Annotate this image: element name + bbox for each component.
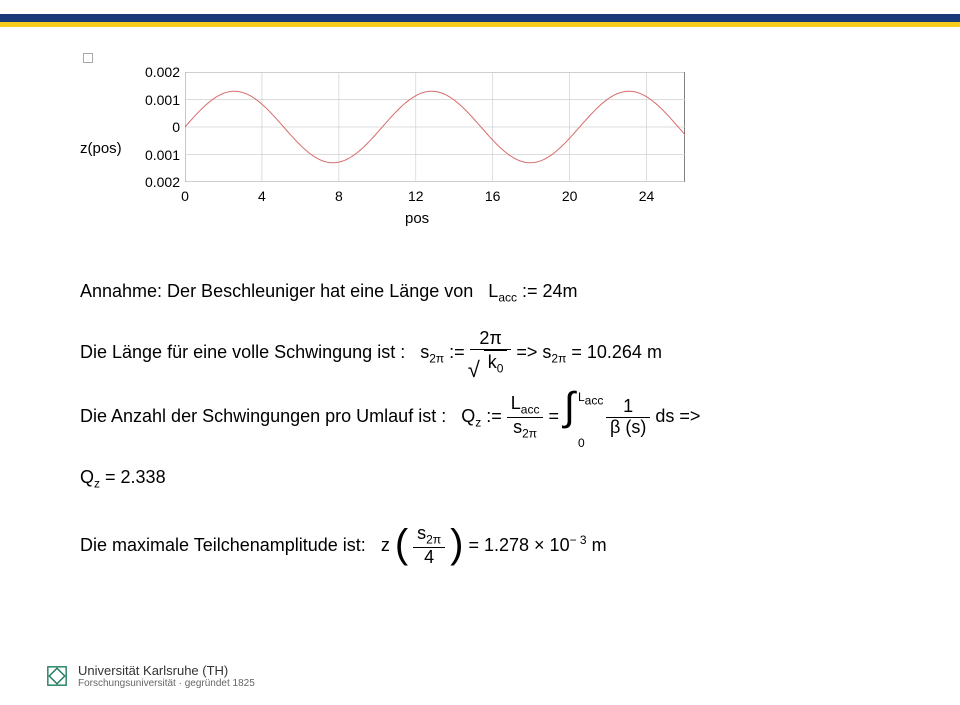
x-tick-label: 8 — [324, 188, 354, 204]
integral-upper: Lacc — [578, 383, 603, 415]
header-yellow-bar — [0, 22, 960, 27]
integral: ∫ Lacc 0 1 β (s) — [564, 395, 650, 438]
integral-lower: 0 — [578, 429, 585, 458]
max-z: z — [381, 535, 390, 555]
x-tick-label: 16 — [478, 188, 508, 204]
y-axis-label: z(pos) — [80, 140, 122, 157]
max-text: Die maximale Teilchenamplitude ist: — [80, 535, 366, 555]
max-frac-den: 4 — [413, 548, 445, 568]
s2pi-rhs-sub: 2π — [551, 352, 566, 366]
x-tick-label: 20 — [555, 188, 585, 204]
checkbox-glyph — [83, 53, 93, 63]
lacc-eq: := 24m — [517, 281, 578, 301]
footer-line1: Universität Karlsruhe (TH) — [78, 664, 255, 678]
lacc-sub: acc — [498, 291, 517, 305]
laenge-text: Die Länge für eine volle Schwingung ist … — [80, 342, 405, 362]
max-frac: s2π 4 — [413, 524, 445, 568]
s2pi-arrow: => — [516, 342, 542, 362]
y-tick-label: 0.002 — [145, 64, 180, 80]
paren-open: ( — [395, 524, 408, 564]
line-annahme: Annahme: Der Beschleuniger hat eine Läng… — [80, 270, 900, 313]
s2pi-frac-den: k0 — [470, 350, 512, 378]
line-anzahl: Die Anzahl der Schwingungen pro Umlauf i… — [80, 394, 900, 441]
y-tick-label: 0.001 — [145, 92, 180, 108]
qz-val-eq: = 2.338 — [100, 467, 166, 487]
footer-text: Universität Karlsruhe (TH) Forschungsuni… — [78, 664, 255, 689]
annahme-text: Annahme: Der Beschleuniger hat eine Läng… — [80, 281, 473, 301]
content-area: z(pos) 0.0020.00100.0010.002 04812162024… — [80, 70, 900, 584]
max-frac-num: s2π — [413, 524, 445, 548]
y-tick-label: 0 — [172, 119, 180, 135]
max-exp: − 3 — [570, 533, 587, 547]
y-tick-label: 0.001 — [145, 147, 180, 163]
s2pi-rhs-eq: = 10.264 m — [566, 342, 662, 362]
university-logo-icon — [46, 665, 68, 687]
x-axis-label: pos — [405, 210, 429, 227]
qz-val-sym: Q — [80, 467, 94, 487]
qz-assign: := — [481, 406, 507, 426]
header-blue-bar — [0, 14, 960, 22]
sine-chart — [185, 72, 685, 182]
line-laenge: Die Länge für eine volle Schwingung ist … — [80, 329, 900, 378]
footer-line2: Forschungsuniversität · gegründet 1825 — [78, 678, 255, 689]
x-tick-label: 4 — [247, 188, 277, 204]
equations-block: Annahme: Der Beschleuniger hat eine Läng… — [80, 270, 900, 568]
line-max: Die maximale Teilchenamplitude ist: z ( … — [80, 524, 900, 568]
qz-frac-num: Lacc — [507, 394, 544, 418]
integral-tail: ds => — [655, 406, 700, 426]
qz-mid: = — [548, 406, 564, 426]
qz-lhs: Q — [461, 406, 475, 426]
line-qz-value: Qz = 2.338 — [80, 456, 900, 499]
paren-close: ) — [450, 524, 463, 564]
max-eq: = 1.278 × 10 — [468, 535, 569, 555]
s2pi-frac-num: 2π — [470, 329, 512, 350]
lacc-symbol: L — [488, 281, 498, 301]
qz-frac: Lacc s2π — [507, 394, 544, 441]
s2pi-assign: := — [444, 342, 470, 362]
s2pi-frac: 2π k0 — [470, 329, 512, 378]
integral-frac: 1 β (s) — [606, 397, 650, 438]
x-tick-label: 0 — [170, 188, 200, 204]
qz-frac-den: s2π — [507, 418, 544, 441]
max-unit: m — [587, 535, 607, 555]
s2pi-sub: 2π — [429, 352, 444, 366]
x-tick-label: 24 — [632, 188, 662, 204]
x-tick-label: 12 — [401, 188, 431, 204]
integral-sign: ∫ — [564, 387, 575, 427]
anzahl-text: Die Anzahl der Schwingungen pro Umlauf i… — [80, 406, 446, 426]
s2pi-lhs: s — [420, 342, 429, 362]
footer: Universität Karlsruhe (TH) Forschungsuni… — [46, 664, 255, 689]
chart-block: z(pos) 0.0020.00100.0010.002 04812162024… — [80, 70, 740, 240]
